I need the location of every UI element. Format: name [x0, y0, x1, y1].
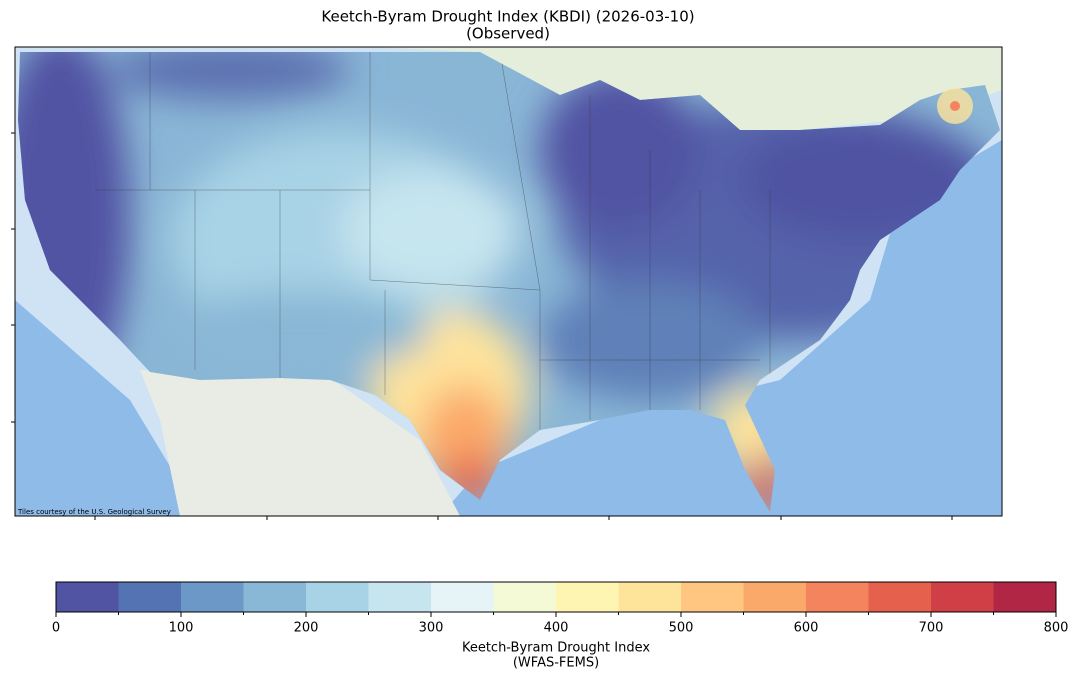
colorbar-tick-label: 800	[1044, 621, 1069, 636]
colorbar-tick-label: 100	[169, 621, 194, 636]
colorbar-bin	[118, 582, 182, 612]
colorbar: 0 100 200 300 400 500 600 700 800	[52, 581, 1069, 636]
colorbar-tick-label: 0	[52, 621, 60, 636]
map: Tiles courtesy of the U.S. Geological Su…	[15, 47, 1002, 516]
canada	[370, 47, 1002, 130]
colorbar-bin	[56, 582, 119, 612]
subtitle: (Observed)	[466, 25, 550, 43]
colorbar-bin	[618, 582, 682, 612]
colorbar-bin	[306, 582, 369, 612]
colorbar-bin	[806, 582, 869, 612]
colorbar-tick-label: 600	[794, 621, 819, 636]
colorbar-tick-label: 500	[669, 621, 694, 636]
colorbar-tick-label: 200	[294, 621, 319, 636]
colorbar-tick-label: 400	[544, 621, 569, 636]
colorbar-bin	[493, 582, 557, 612]
colorbar-bin	[868, 582, 932, 612]
axis-ticks	[11, 132, 953, 520]
colorbar-bin	[243, 582, 307, 612]
colorbar-tick-label: 300	[419, 621, 444, 636]
colorbar-bin	[993, 582, 1057, 612]
colorbar-bin	[431, 582, 494, 612]
colorbar-bin	[181, 582, 244, 612]
map-frame	[14, 46, 1003, 517]
colorbar-bin	[931, 582, 994, 612]
colorbar-label: Keetch-Byram Drought Index	[462, 641, 650, 656]
colorbar-bin	[368, 582, 432, 612]
colorbar-tick-label: 700	[919, 621, 944, 636]
title: Keetch-Byram Drought Index (KBDI) (2026-…	[321, 8, 694, 26]
colorbar-bin	[556, 582, 619, 612]
colorbar-bin	[681, 582, 744, 612]
hotspot	[950, 101, 960, 111]
colorbar-sublabel: (WFAS-FEMS)	[513, 656, 599, 671]
mexico	[140, 370, 460, 516]
colorbar-bin	[743, 582, 807, 612]
attribution: Tiles courtesy of the U.S. Geological Su…	[17, 508, 171, 516]
